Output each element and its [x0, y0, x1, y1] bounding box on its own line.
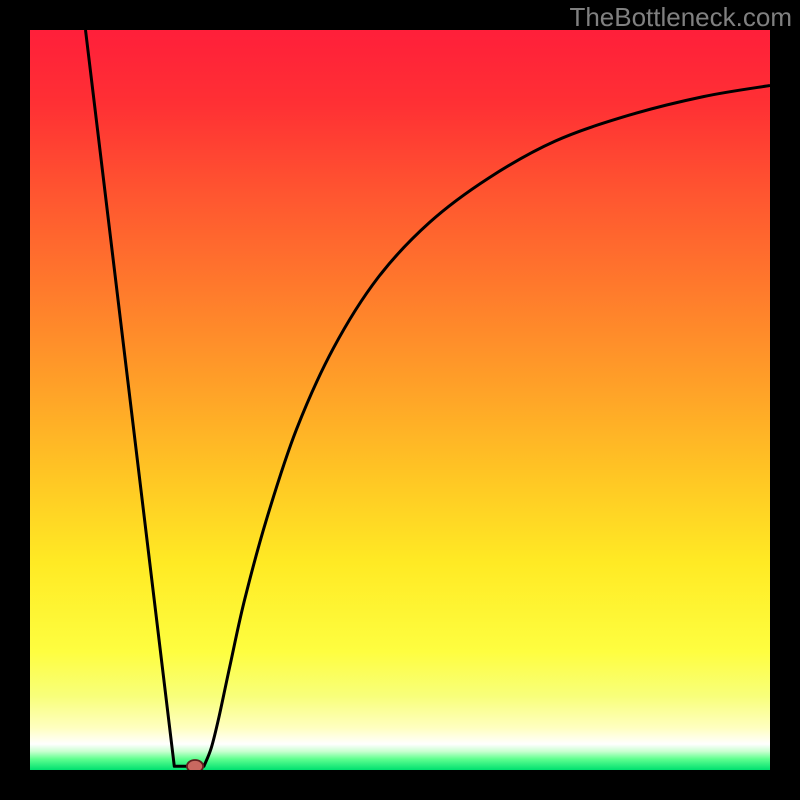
minimum-marker	[187, 760, 203, 770]
chart-svg	[30, 30, 770, 770]
watermark-text: TheBottleneck.com	[569, 2, 792, 33]
plot-area	[30, 30, 770, 770]
gradient-background	[30, 30, 770, 770]
chart-stage: TheBottleneck.com	[0, 0, 800, 800]
